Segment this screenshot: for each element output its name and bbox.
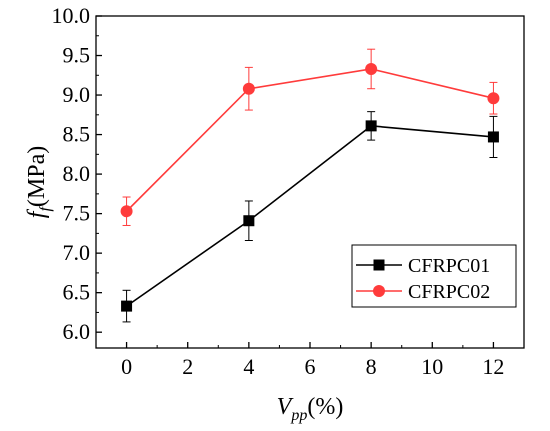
y-tick-label: 8.0: [63, 161, 91, 186]
series-cfrpc01: [121, 111, 499, 323]
x-axis: 0 2 4 6 8 10 12: [121, 342, 504, 379]
y-tick-label: 7.5: [63, 201, 91, 226]
data-point-cfrpc01: [365, 120, 377, 132]
y-tick-label: 10.0: [52, 3, 91, 28]
x-tick-label: 12: [482, 354, 504, 379]
data-point-cfrpc02: [242, 82, 255, 95]
legend-marker-cfrpc02: [373, 285, 385, 297]
y-tick-label: 7.0: [63, 240, 91, 265]
y-tick-label: 8.5: [63, 122, 91, 147]
x-tick-label: 6: [305, 354, 316, 379]
y-tick-label: 6.5: [63, 280, 91, 305]
legend: CFRPC01 CFRPC02: [351, 244, 517, 308]
data-point-cfrpc01: [243, 215, 255, 227]
data-point-cfrpc01: [121, 300, 133, 312]
y-axis-title: ff(MPa): [24, 146, 54, 218]
x-axis-title: Vpp(%): [277, 394, 344, 424]
data-point-cfrpc02: [487, 92, 500, 105]
series-cfrpc02: [120, 48, 500, 226]
x-tick-label: 10: [421, 354, 443, 379]
y-tick-label: 9.0: [63, 82, 91, 107]
series-line-cfrpc02: [126, 68, 494, 212]
x-tick-label: 2: [182, 354, 193, 379]
legend-marker-cfrpc01: [373, 259, 385, 271]
x-tick-label: 8: [366, 354, 377, 379]
y-axis: 6.0 6.5 7.0 7.5 8.0 8.5 9.0 9.5 10.0: [52, 3, 102, 344]
data-point-cfrpc02: [365, 62, 378, 75]
series-layer: [120, 48, 500, 323]
y-tick-label: 6.0: [63, 319, 91, 344]
x-tick-label: 0: [121, 354, 132, 379]
legend-label-cfrpc01: CFRPC01: [408, 255, 490, 277]
legend-label-cfrpc02: CFRPC02: [408, 281, 490, 303]
x-tick-label: 4: [243, 354, 254, 379]
data-point-cfrpc02: [120, 205, 133, 218]
y-tick-label: 9.5: [63, 43, 91, 68]
series-line-cfrpc01: [126, 125, 494, 307]
data-point-cfrpc01: [487, 131, 499, 143]
